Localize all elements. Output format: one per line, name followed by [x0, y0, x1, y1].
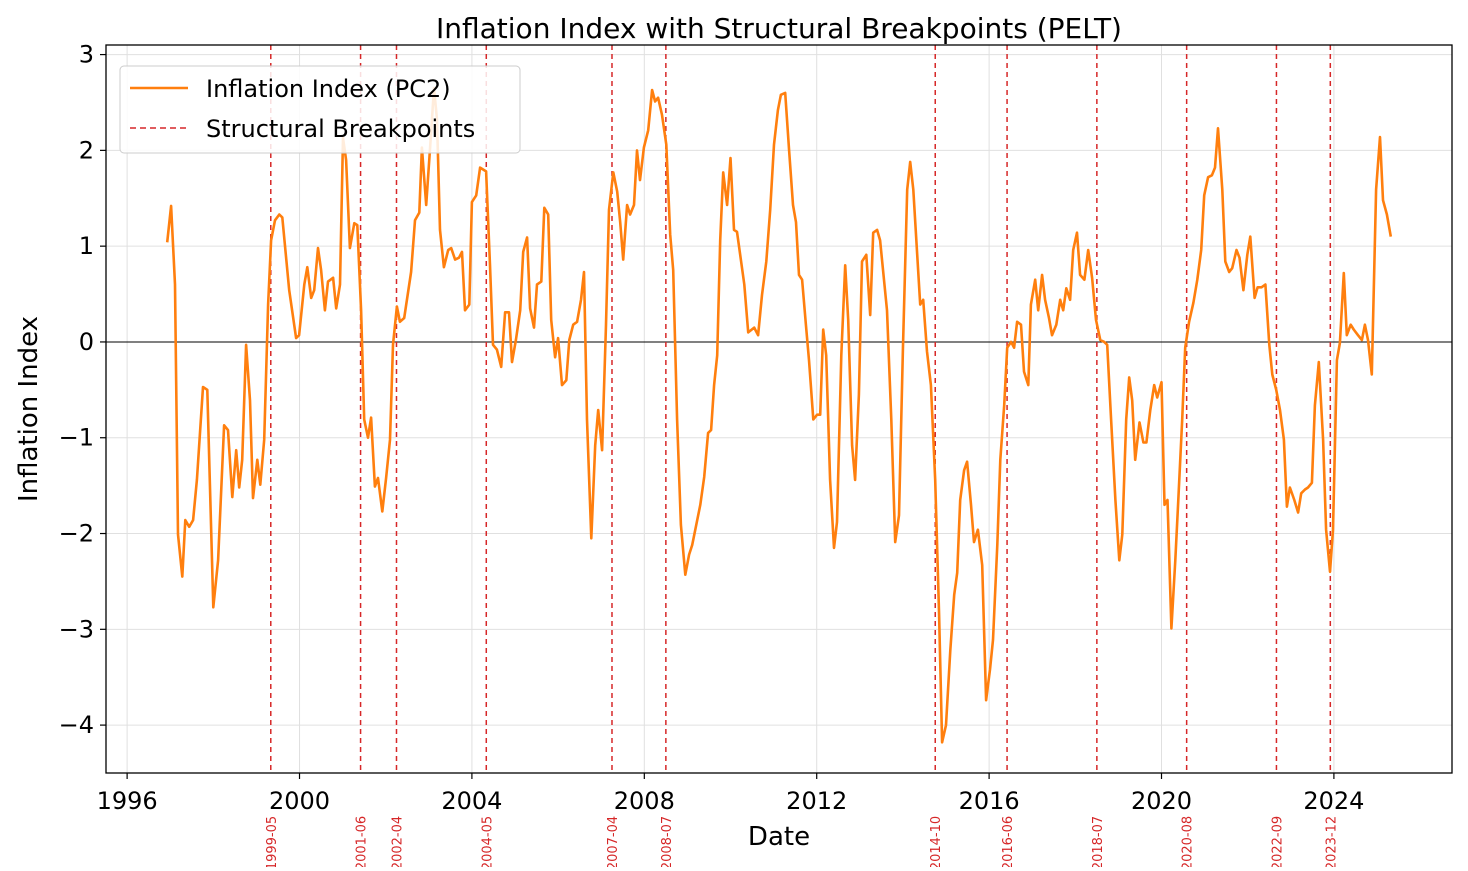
legend-label-breakpoints: Structural Breakpoints: [206, 115, 475, 143]
legend: Inflation Index (PC2) Structural Breakpo…: [119, 65, 521, 154]
y-tick-label: −4: [59, 711, 94, 739]
breakpoint-label: 1999-05: [265, 816, 280, 867]
breakpoint-label: 2023-12: [1324, 816, 1339, 867]
breakpoint-label: 2016-06: [1001, 816, 1016, 867]
y-axis-ticks: −4 −3 −2 −1 0 1 2 3: [59, 41, 106, 739]
x-tick-label: 2000: [269, 787, 330, 815]
y-axis-label: Inflation Index: [14, 316, 44, 502]
x-tick-label: 2004: [441, 787, 502, 815]
breakpoint-label: 2022-09: [1270, 816, 1285, 867]
breakpoint-label: 2018-07: [1091, 816, 1106, 867]
y-tick-label: −3: [59, 615, 94, 643]
y-tick-label: 0: [79, 328, 94, 356]
breakpoint-label: 2014-10: [929, 816, 944, 867]
x-tick-label: 2012: [786, 787, 847, 815]
breakpoint-label: 2007-04: [606, 816, 621, 867]
x-axis-label: Date: [748, 822, 810, 852]
x-axis-ticks: 1996 2000 2004 2008 2012 2016 2020 2024: [97, 773, 1364, 815]
breakpoint-labels: 1999-05 2001-06 2002-04 2004-05 2007-04 2008-…: [265, 816, 1340, 870]
series-line-inflation-index: [165, 86, 1393, 744]
y-tick-label: −1: [59, 424, 94, 452]
x-tick-label: 2016: [959, 787, 1020, 815]
x-tick-label: 2024: [1303, 787, 1364, 815]
breakpoint-lines: [270, 45, 1332, 773]
breakpoint-label: 2002-04: [390, 816, 405, 867]
x-tick-label: 2020: [1131, 787, 1192, 815]
plot-frame: [105, 44, 1453, 774]
y-tick-label: 1: [79, 232, 94, 260]
x-tick-label: 1996: [97, 787, 158, 815]
grid: [106, 45, 1452, 773]
y-tick-label: −2: [59, 520, 94, 548]
x-tick-label: 2008: [614, 787, 675, 815]
y-tick-label: 2: [79, 136, 94, 164]
breakpoint-label: 2008-07: [660, 816, 675, 867]
breakpoint-label: 2004-05: [480, 816, 495, 867]
legend-label-series: Inflation Index (PC2): [206, 75, 451, 103]
chart-title: Inflation Index with Structural Breakpoi…: [436, 12, 1122, 45]
breakpoint-label: 2020-08: [1181, 816, 1196, 867]
y-tick-label: 3: [79, 41, 94, 69]
legend-box: [119, 65, 521, 154]
breakpoint-label: 2001-06: [355, 816, 370, 867]
